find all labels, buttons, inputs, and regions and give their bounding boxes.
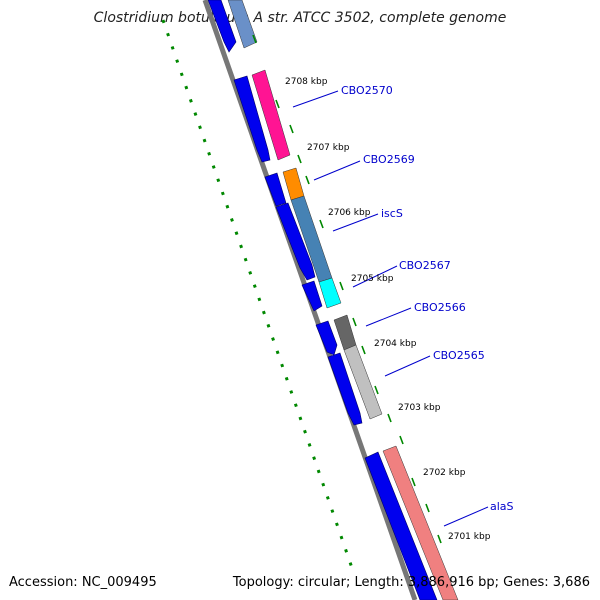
accession-text: Accession: NC_009495 [9,575,157,590]
feature-bar-cbo2566 [333,314,357,351]
feature-bar-cbo2565 [343,344,383,420]
feature-bar-cbo2570 [251,69,291,161]
gene-label-cbo2567: CBO2567 [399,259,451,272]
kbp-label: 2706 kbp [328,208,371,218]
gene-label-cbo2570: CBO2570 [341,84,393,97]
genome-summary: Topology: circular; Length: 3,886,916 bp… [232,575,590,590]
gene-label-cbo2566: CBO2566 [414,301,466,314]
kbp-label: 2708 kbp [285,77,328,87]
cds-arrow [364,451,438,600]
cds-arrow [327,352,363,426]
cds-arrow [264,172,287,207]
feature-track [227,0,459,600]
map-title: Clostridium botulinum A str. ATCC 3502, … [93,10,507,26]
kbp-label: 2705 kbp [351,274,394,284]
kbp-tick-marks [252,34,442,544]
kbp-label: 2701 kbp [448,532,491,542]
gene-label-cbo2569: CBO2569 [363,153,415,166]
kbp-label: 2707 kbp [307,143,350,153]
kbp-label: 2702 kbp [423,468,466,478]
gene-label-alas: alaS [490,500,514,513]
cds-arrow [207,0,237,53]
feature-bar-cbo2569 [282,167,305,201]
feature-bar-cbo2567 [318,277,342,309]
gene-label-iscs: iscS [381,207,403,220]
feature-bar-alas [382,445,459,600]
kbp-label: 2704 kbp [374,339,417,349]
cds-arrow [275,202,316,281]
forward-cds-track [207,0,438,600]
cds-arrow [301,280,323,312]
cds-arrow [233,75,271,163]
kbp-label: 2703 kbp [398,403,441,413]
leader-lines [292,90,489,527]
gene-label-cbo2565: CBO2565 [433,349,485,362]
cds-arrow [315,320,338,356]
feature-bar-top [227,0,258,49]
